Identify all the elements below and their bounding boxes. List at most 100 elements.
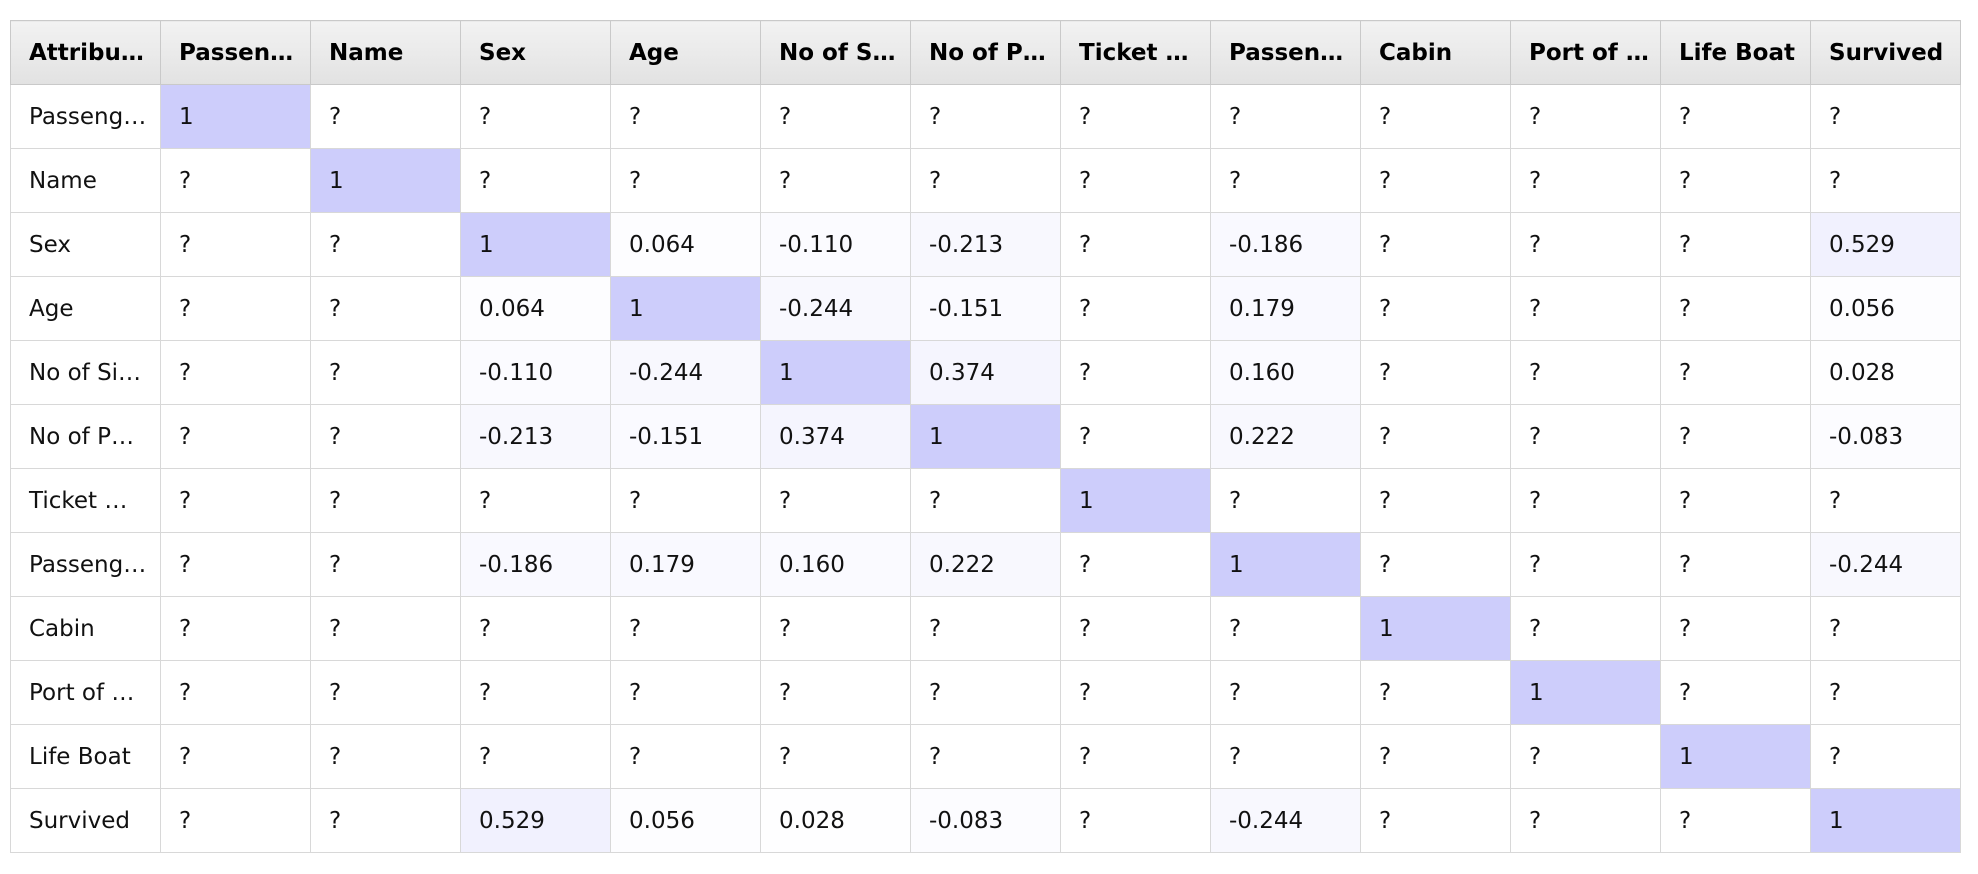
correlation-cell[interactable]: ? <box>1810 660 1961 725</box>
correlation-cell[interactable]: ? <box>310 660 461 725</box>
correlation-cell[interactable]: ? <box>160 148 311 213</box>
correlation-cell[interactable]: ? <box>1210 468 1361 533</box>
correlation-cell[interactable]: ? <box>1060 404 1211 469</box>
correlation-cell[interactable]: -0.186 <box>460 532 611 597</box>
diagonal-cell[interactable]: 1 <box>160 84 311 149</box>
correlation-cell[interactable]: ? <box>310 276 461 341</box>
diagonal-cell[interactable]: 1 <box>610 276 761 341</box>
correlation-cell[interactable]: 0.179 <box>1210 276 1361 341</box>
correlation-cell[interactable]: 0.064 <box>460 276 611 341</box>
correlation-cell[interactable]: ? <box>1660 532 1811 597</box>
correlation-cell[interactable]: ? <box>310 532 461 597</box>
correlation-cell[interactable]: ? <box>1810 148 1961 213</box>
column-header[interactable]: Life Boat <box>1660 20 1811 85</box>
correlation-cell[interactable]: ? <box>1360 212 1511 277</box>
column-header[interactable]: Age <box>610 20 761 85</box>
column-header[interactable]: Survived <box>1810 20 1961 85</box>
correlation-cell[interactable]: ? <box>1060 212 1211 277</box>
correlation-cell[interactable]: ? <box>610 84 761 149</box>
diagonal-cell[interactable]: 1 <box>760 340 911 405</box>
correlation-cell[interactable]: ? <box>1360 404 1511 469</box>
correlation-cell[interactable]: ? <box>1660 276 1811 341</box>
correlation-cell[interactable]: ? <box>910 596 1061 661</box>
correlation-cell[interactable]: ? <box>1060 596 1211 661</box>
correlation-cell[interactable]: ? <box>160 596 311 661</box>
correlation-cell[interactable]: ? <box>1510 788 1661 853</box>
column-header-attribute[interactable]: Attribu… <box>10 20 161 85</box>
correlation-cell[interactable]: ? <box>1660 596 1811 661</box>
column-header[interactable]: Passen… <box>160 20 311 85</box>
correlation-cell[interactable]: 0.222 <box>1210 404 1361 469</box>
correlation-cell[interactable]: -0.083 <box>910 788 1061 853</box>
correlation-cell[interactable]: ? <box>1060 788 1211 853</box>
correlation-cell[interactable]: ? <box>1360 148 1511 213</box>
diagonal-cell[interactable]: 1 <box>1210 532 1361 597</box>
correlation-cell[interactable]: ? <box>1060 660 1211 725</box>
correlation-cell[interactable]: ? <box>160 276 311 341</box>
correlation-cell[interactable]: -0.151 <box>910 276 1061 341</box>
correlation-cell[interactable]: ? <box>160 660 311 725</box>
correlation-cell[interactable]: ? <box>1210 84 1361 149</box>
correlation-cell[interactable]: ? <box>160 404 311 469</box>
correlation-cell[interactable]: ? <box>310 468 461 533</box>
diagonal-cell[interactable]: 1 <box>1060 468 1211 533</box>
correlation-cell[interactable]: ? <box>610 660 761 725</box>
correlation-cell[interactable]: ? <box>1660 340 1811 405</box>
correlation-cell[interactable]: ? <box>460 84 611 149</box>
column-header[interactable]: Cabin <box>1360 20 1511 85</box>
correlation-cell[interactable]: ? <box>160 468 311 533</box>
correlation-cell[interactable]: ? <box>310 404 461 469</box>
correlation-cell[interactable]: ? <box>1660 148 1811 213</box>
correlation-cell[interactable]: -0.151 <box>610 404 761 469</box>
correlation-cell[interactable]: ? <box>1360 660 1511 725</box>
diagonal-cell[interactable]: 1 <box>1510 660 1661 725</box>
correlation-cell[interactable]: 0.529 <box>460 788 611 853</box>
correlation-cell[interactable]: -0.186 <box>1210 212 1361 277</box>
correlation-cell[interactable]: -0.244 <box>610 340 761 405</box>
correlation-cell[interactable]: ? <box>1060 84 1211 149</box>
correlation-cell[interactable]: ? <box>1510 468 1661 533</box>
correlation-cell[interactable]: ? <box>760 468 911 533</box>
column-header[interactable]: Passen… <box>1210 20 1361 85</box>
correlation-cell[interactable]: ? <box>1360 276 1511 341</box>
column-header[interactable]: Sex <box>460 20 611 85</box>
correlation-cell[interactable]: ? <box>460 468 611 533</box>
correlation-cell[interactable]: ? <box>310 596 461 661</box>
diagonal-cell[interactable]: 1 <box>1360 596 1511 661</box>
correlation-cell[interactable]: 0.028 <box>1810 340 1961 405</box>
diagonal-cell[interactable]: 1 <box>310 148 461 213</box>
correlation-cell[interactable]: ? <box>460 148 611 213</box>
correlation-cell[interactable]: ? <box>1510 148 1661 213</box>
correlation-cell[interactable]: -0.213 <box>910 212 1061 277</box>
correlation-cell[interactable]: ? <box>1510 724 1661 789</box>
correlation-cell[interactable]: ? <box>1810 596 1961 661</box>
correlation-cell[interactable]: ? <box>610 148 761 213</box>
correlation-cell[interactable]: ? <box>610 724 761 789</box>
correlation-cell[interactable]: ? <box>610 596 761 661</box>
correlation-cell[interactable]: ? <box>760 724 911 789</box>
correlation-cell[interactable]: ? <box>1660 212 1811 277</box>
column-header[interactable]: Port of … <box>1510 20 1661 85</box>
correlation-cell[interactable]: ? <box>460 660 611 725</box>
column-header[interactable]: No of P… <box>910 20 1061 85</box>
correlation-cell[interactable]: ? <box>1060 276 1211 341</box>
correlation-cell[interactable]: ? <box>1360 468 1511 533</box>
correlation-cell[interactable]: ? <box>1360 340 1511 405</box>
column-header[interactable]: No of S… <box>760 20 911 85</box>
diagonal-cell[interactable]: 1 <box>1660 724 1811 789</box>
correlation-cell[interactable]: ? <box>910 724 1061 789</box>
correlation-cell[interactable]: ? <box>1510 212 1661 277</box>
column-header[interactable]: Name <box>310 20 461 85</box>
correlation-cell[interactable]: ? <box>1660 84 1811 149</box>
correlation-cell[interactable]: ? <box>160 788 311 853</box>
correlation-cell[interactable]: ? <box>1810 724 1961 789</box>
correlation-cell[interactable]: 0.529 <box>1810 212 1961 277</box>
correlation-cell[interactable]: ? <box>1060 532 1211 597</box>
correlation-cell[interactable]: 0.056 <box>610 788 761 853</box>
correlation-cell[interactable]: 0.064 <box>610 212 761 277</box>
correlation-cell[interactable]: ? <box>1060 724 1211 789</box>
diagonal-cell[interactable]: 1 <box>910 404 1061 469</box>
correlation-cell[interactable]: ? <box>1360 788 1511 853</box>
correlation-cell[interactable]: ? <box>760 84 911 149</box>
correlation-cell[interactable]: ? <box>760 148 911 213</box>
